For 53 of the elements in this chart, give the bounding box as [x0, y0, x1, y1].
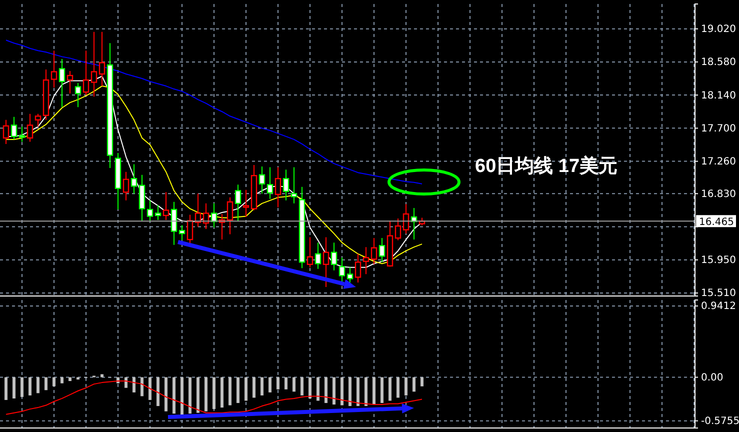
candlestick	[74, 82, 82, 108]
y-tick-label: 15.510	[701, 288, 736, 300]
text: 60日均线 17美元	[475, 155, 618, 177]
candlestick	[26, 113, 34, 142]
candlestick	[10, 116, 18, 140]
line-series	[6, 380, 422, 415]
y-tick-label: 0.00	[701, 372, 724, 384]
candlestick	[154, 204, 162, 220]
candlestick	[402, 204, 410, 234]
candlestick	[258, 166, 266, 194]
y-tick-label: 17.700	[701, 123, 736, 134]
candlestick	[82, 50, 90, 96]
candlestick	[162, 192, 170, 220]
candlestick	[122, 171, 130, 201]
candlestick	[306, 236, 314, 268]
candlestick	[34, 113, 42, 128]
candlestick	[322, 236, 330, 288]
y-tick-label: 16.830	[701, 188, 736, 200]
candlestick	[226, 196, 234, 235]
candlestick	[2, 119, 10, 144]
candlestick	[354, 253, 362, 283]
candlestick	[50, 50, 58, 88]
candlestick	[362, 246, 370, 275]
candlestick	[178, 224, 186, 241]
candlestick	[90, 31, 98, 98]
candlestick	[274, 166, 282, 208]
candlestick	[282, 169, 290, 201]
candlestick	[394, 218, 402, 241]
candlestick	[98, 31, 106, 87]
candlestick	[266, 166, 274, 200]
y-tick-label: 0.9412	[701, 301, 736, 312]
line-series	[6, 40, 422, 184]
ref-line-label: 16.465	[699, 217, 734, 228]
candlestick	[18, 126, 26, 142]
candlestick	[290, 166, 298, 204]
candlestick	[378, 238, 386, 263]
candlestick	[170, 201, 178, 246]
y-tick-label: 15.950	[701, 255, 736, 266]
y-tick-label: 19.020	[701, 24, 736, 36]
candlestick	[130, 164, 138, 194]
y-tick-label: 18.140	[701, 90, 736, 102]
candlestick	[242, 189, 250, 218]
candlestick	[138, 174, 146, 222]
candlestick	[370, 238, 378, 265]
candlestick	[66, 70, 74, 94]
candlestick	[234, 184, 242, 222]
y-tick-label: -0.5755	[701, 416, 739, 428]
candlestick	[146, 200, 154, 222]
y-tick-label: 17.260	[701, 156, 736, 168]
candlestick	[202, 202, 210, 230]
y-tick-label: 18.580	[701, 57, 736, 68]
candlestick	[194, 193, 202, 228]
candlestick	[186, 214, 194, 245]
